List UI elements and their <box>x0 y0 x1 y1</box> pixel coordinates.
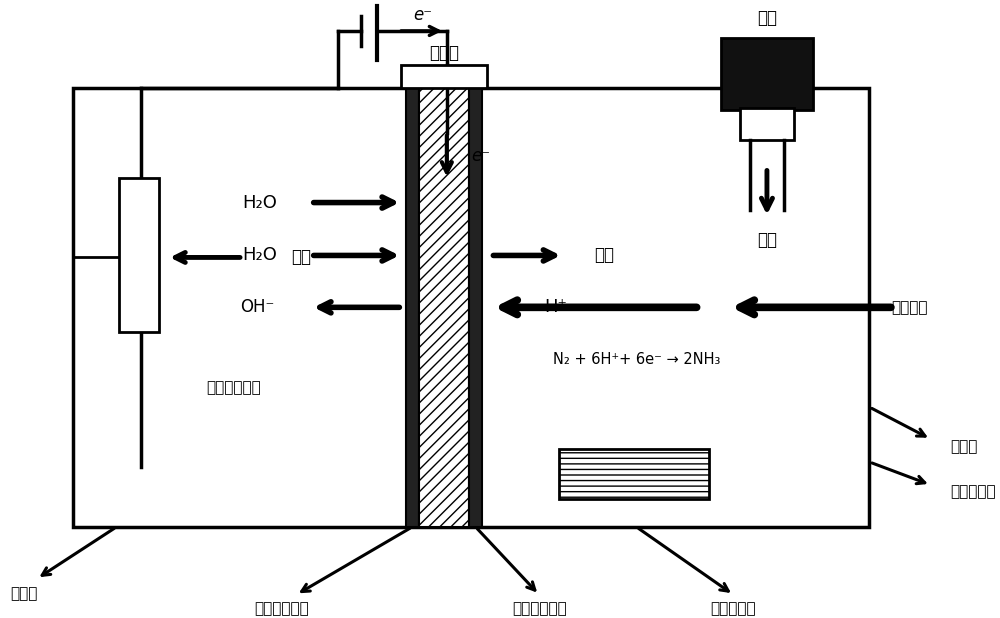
Text: 稀硫酸溶液: 稀硫酸溶液 <box>950 485 996 499</box>
Text: 阴极室: 阴极室 <box>950 439 977 454</box>
Text: H⁺: H⁺ <box>544 298 567 316</box>
Text: 固氮催化膜: 固氮催化膜 <box>711 601 756 616</box>
Text: 阳极室: 阳极室 <box>11 586 38 601</box>
Bar <box>401 65 487 88</box>
Text: 阳离子交换膜: 阳离子交换膜 <box>512 601 567 616</box>
Text: H₂O: H₂O <box>242 193 277 211</box>
Bar <box>406 88 419 527</box>
Text: 氮气: 氮气 <box>757 9 777 27</box>
Text: 氙灯照射: 氙灯照射 <box>891 300 928 315</box>
Text: OH⁻: OH⁻ <box>240 298 274 316</box>
Text: H₂O: H₂O <box>242 247 277 265</box>
Bar <box>559 449 709 499</box>
Bar <box>740 108 794 140</box>
Bar <box>469 88 482 527</box>
Bar <box>119 177 159 332</box>
Text: N₂ + 6H⁺+ 6e⁻ → 2NH₃: N₂ + 6H⁺+ 6e⁻ → 2NH₃ <box>553 352 720 366</box>
Bar <box>721 38 813 110</box>
Text: e⁻: e⁻ <box>413 6 432 24</box>
Text: 双极膜: 双极膜 <box>429 44 459 62</box>
Text: 氮气: 氮气 <box>757 232 777 250</box>
Bar <box>73 88 869 527</box>
Text: 阳极: 阳极 <box>291 248 311 266</box>
Text: 阴极: 阴极 <box>594 247 614 265</box>
Text: 阴离子交换膜: 阴离子交换膜 <box>254 601 309 616</box>
Text: 电解质水溶液: 电解质水溶液 <box>206 379 261 395</box>
Bar <box>419 88 469 527</box>
Text: e⁻: e⁻ <box>471 146 490 164</box>
